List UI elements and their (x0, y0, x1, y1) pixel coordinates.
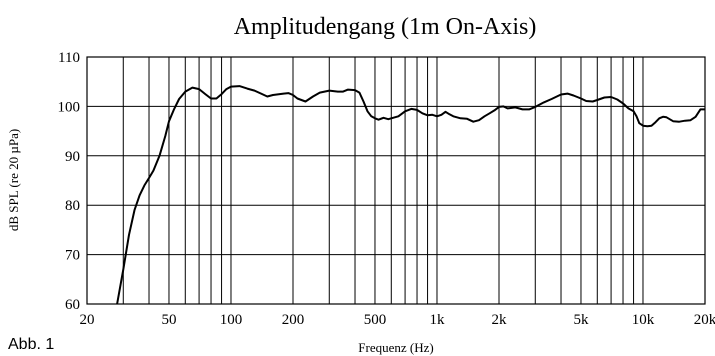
x-tick-label: 20k (694, 312, 715, 328)
y-tick-label: 80 (65, 198, 80, 214)
x-tick-label: 20 (80, 312, 95, 328)
y-tick-label: 100 (58, 99, 81, 115)
x-tick-label: 500 (364, 312, 387, 328)
x-tick-label: 1k (429, 312, 445, 328)
y-tick-labels: 60 70 80 90 100 110 (58, 50, 81, 313)
x-axis-label: Frequenz (Hz) (358, 340, 433, 355)
y-axis-label: dB SPL (re 20 µPa) (6, 129, 21, 231)
x-tick-labels: 20 50 100 200 500 1k 2k 5k 10k 20k (80, 312, 715, 328)
grid (87, 57, 705, 304)
plot-frame (86, 56, 706, 305)
chart-title: Amplitudengang (1m On-Axis) (234, 14, 537, 40)
x-tick-label: 10k (632, 312, 655, 328)
y-tick-label: 60 (65, 297, 80, 313)
x-tick-label: 200 (282, 312, 305, 328)
y-tick-label: 70 (65, 248, 80, 264)
response-curve (116, 85, 705, 305)
y-tick-label: 90 (65, 149, 80, 165)
figure-caption: Abb. 1 (8, 336, 55, 353)
x-tick-label: 5k (573, 312, 589, 328)
x-tick-label: 2k (492, 312, 508, 328)
y-tick-label: 110 (58, 50, 80, 66)
x-tick-label: 100 (220, 312, 243, 328)
x-tick-label: 50 (161, 312, 176, 328)
